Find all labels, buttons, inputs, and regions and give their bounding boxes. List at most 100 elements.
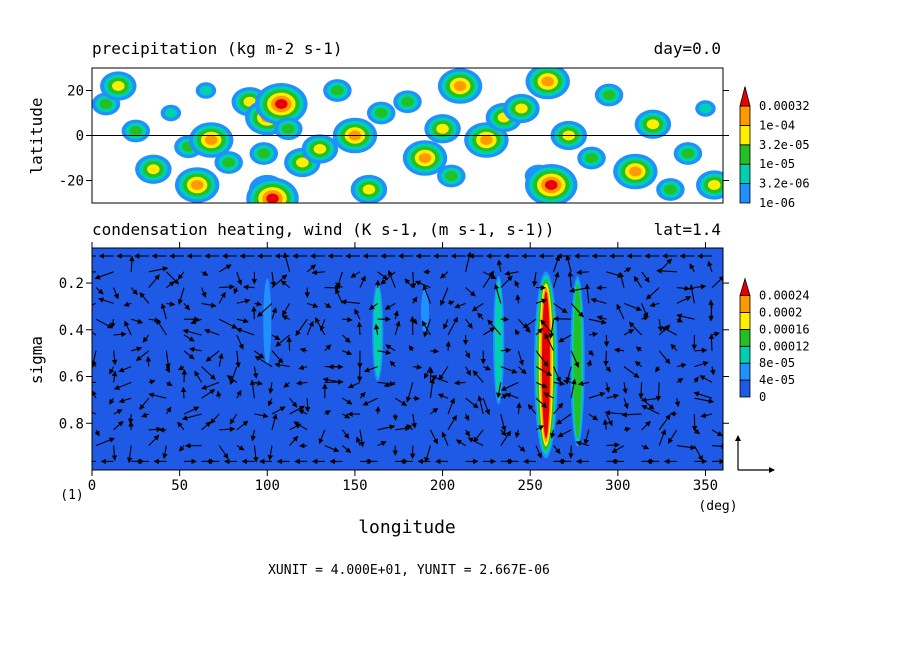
wind-vector xyxy=(477,395,484,415)
precip-contour-level xyxy=(266,193,279,203)
precip-blob xyxy=(613,153,658,190)
wind-vector xyxy=(689,263,695,273)
wind-vector xyxy=(656,268,677,274)
wind-vector xyxy=(423,319,431,338)
wind-vector xyxy=(236,271,243,286)
wind-vector xyxy=(162,445,168,460)
wind-vector xyxy=(95,437,116,447)
wind-vector xyxy=(522,318,537,329)
wind-vector xyxy=(623,366,640,378)
wind-vector xyxy=(394,320,401,336)
wind-vector xyxy=(588,318,607,325)
colorbar-box xyxy=(739,183,751,204)
wind-vector xyxy=(324,445,340,453)
colorbar-label: 3.2e-06 xyxy=(759,177,810,191)
wind-vector xyxy=(412,395,421,402)
precip-contour-level xyxy=(282,123,295,134)
wind-vector xyxy=(606,442,620,448)
wind-vector xyxy=(252,366,259,379)
wind-vector xyxy=(298,409,308,415)
wind-vector xyxy=(482,327,496,336)
longitude-axis-label: longitude xyxy=(358,517,456,538)
wind-vector xyxy=(342,349,353,356)
wind-vector xyxy=(709,366,716,376)
heating-title: condensation heating, wind (K s-1, (m s-… xyxy=(92,220,554,239)
heating-column xyxy=(372,283,384,382)
precip-blob xyxy=(424,114,461,144)
wind-vector xyxy=(178,445,185,452)
wind-vector xyxy=(430,348,440,354)
wind-vector xyxy=(535,445,542,459)
wind-vector xyxy=(437,393,449,399)
precip-blob xyxy=(301,134,339,164)
wind-vector xyxy=(109,366,115,375)
wind-vector xyxy=(465,287,476,297)
wind-vector xyxy=(429,377,436,399)
precip-blob xyxy=(366,101,396,125)
wind-vector xyxy=(471,302,484,312)
wind-vector xyxy=(694,397,715,404)
wind-vector xyxy=(340,299,361,305)
wind-vector xyxy=(465,318,473,329)
wind-vector xyxy=(570,350,580,368)
wind-vector xyxy=(464,429,470,437)
colorbar-triangle xyxy=(739,277,751,296)
wind-vector xyxy=(389,360,396,367)
wind-vector xyxy=(218,318,238,329)
wind-vector xyxy=(406,424,414,431)
wind-vector xyxy=(235,350,241,368)
wind-vector xyxy=(638,382,644,399)
vector-reference-arrows xyxy=(735,435,775,473)
wind-vector xyxy=(218,445,229,460)
wind-vector xyxy=(676,313,695,320)
wind-vector xyxy=(271,307,277,320)
wind-vector xyxy=(216,390,222,399)
wind-vector xyxy=(126,445,133,464)
wind-vector xyxy=(236,420,249,431)
precip-contour-level xyxy=(362,184,376,195)
colorbar-label: 0.00012 xyxy=(759,339,810,353)
wind-vector xyxy=(623,426,631,433)
wind-vector xyxy=(235,327,255,336)
longitude-tick-label: 100 xyxy=(255,478,280,494)
wind-vector xyxy=(160,303,167,320)
wind-vector xyxy=(670,343,678,352)
wind-vector xyxy=(377,271,389,280)
colorbar-label: 3.2e-05 xyxy=(759,138,810,152)
wind-vector xyxy=(553,316,572,322)
wind-vector xyxy=(447,316,458,336)
wind-vector xyxy=(94,429,100,437)
colorbar-label: 0 xyxy=(759,390,766,404)
wind-vector xyxy=(473,429,484,443)
wind-vector xyxy=(640,397,660,403)
wind-vector xyxy=(621,411,642,418)
wind-vector xyxy=(271,406,286,415)
wind-vector xyxy=(281,315,290,321)
colorbar-label: 0.00024 xyxy=(759,289,810,303)
precip-contour-level xyxy=(222,157,235,168)
wind-vector xyxy=(676,285,691,292)
wind-vector xyxy=(148,274,160,288)
sigma-axis-label: sigma xyxy=(27,336,46,384)
precip-blob xyxy=(100,71,137,101)
longitude-tick-label: 250 xyxy=(518,478,543,494)
precip-contour-level xyxy=(401,96,414,107)
precip-blob xyxy=(577,146,606,170)
wind-vector xyxy=(182,328,202,336)
wind-vector xyxy=(210,413,220,424)
wind-vector xyxy=(557,429,572,438)
colorbar-box xyxy=(739,163,751,184)
wind-vector xyxy=(540,319,555,336)
wind-vector xyxy=(482,398,491,416)
heating-contour-level xyxy=(541,291,550,439)
wind-vector xyxy=(553,271,560,288)
wind-vector xyxy=(380,271,396,285)
wind-vector xyxy=(445,340,452,351)
wind-vector xyxy=(553,402,564,415)
precip-blob xyxy=(673,142,703,165)
heating-lat-label: lat=1.4 xyxy=(654,220,721,239)
precip-contour-field xyxy=(92,68,723,203)
wind-vector xyxy=(535,350,549,368)
precip-blob xyxy=(695,100,716,117)
